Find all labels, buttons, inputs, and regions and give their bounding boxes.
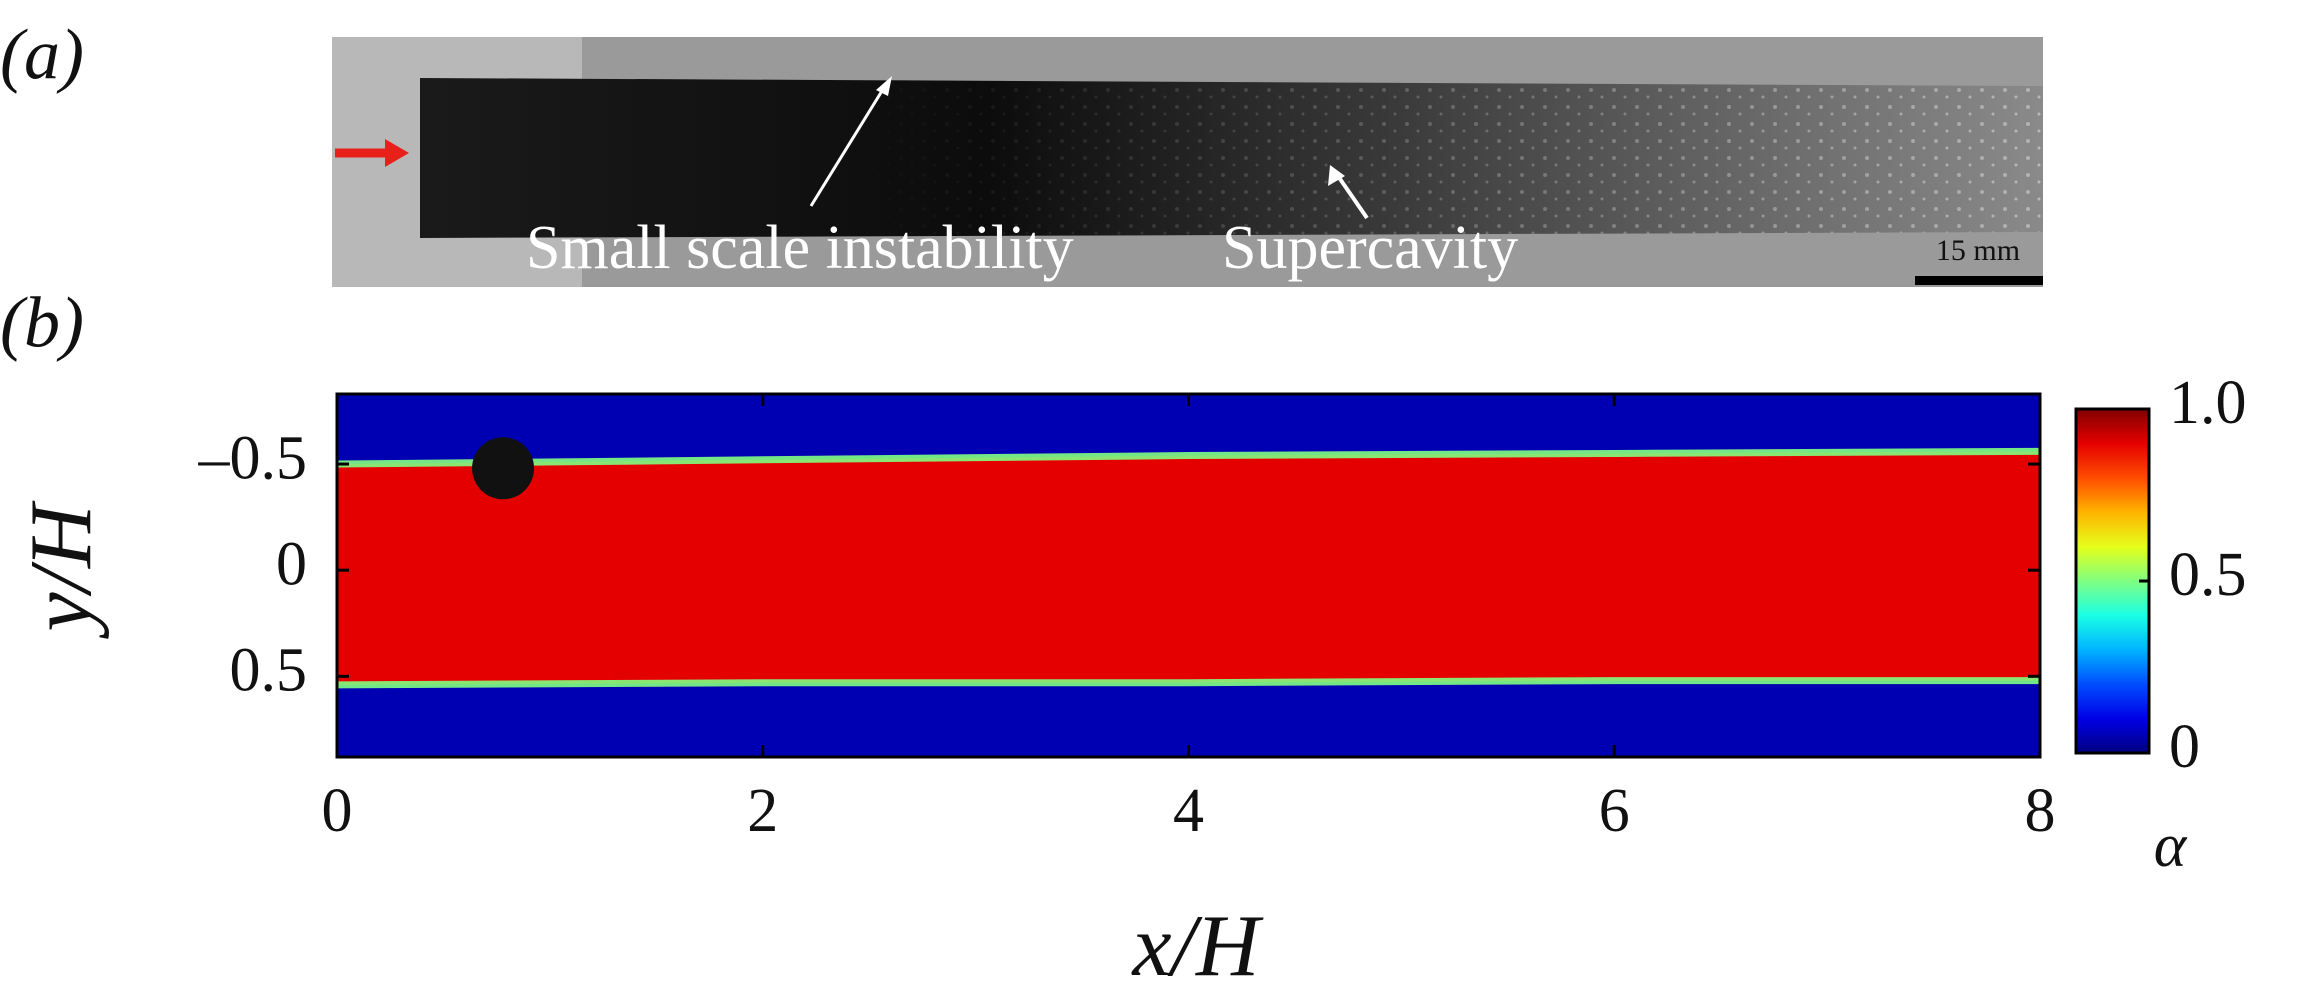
x-tick-label: 6 [1599,777,1630,845]
arrow [809,85,887,207]
scale-bar [1915,276,2043,285]
arrow [1336,174,1369,220]
cavity-texture [420,78,2043,238]
colorbar-tick-label: 0 [2169,713,2200,781]
arrowhead [1328,165,1345,186]
x-tick-label: 4 [1173,777,1204,845]
colorbar-label: α [2154,812,2188,880]
x-tick-label: 2 [747,777,778,845]
x-tick-label: 0 [322,777,353,845]
x-tick-label: 8 [2025,777,2056,845]
cavity-region [337,451,2040,685]
red-arrowhead [385,139,409,167]
panel-label: (a) [0,15,84,95]
cavity-edge [336,447,2041,468]
colorbar-tick-label: 0.5 [2169,541,2247,609]
panel-label: (b) [0,283,84,363]
annotation: Supercavity [1222,214,1518,282]
probe-marker [472,437,535,500]
annotation: Small scale instability [526,214,1074,282]
arrowhead [876,76,892,96]
y-axis-label: y/H [13,500,110,640]
colorbar [2074,407,2151,755]
colorbar-tick-label: 1.0 [2169,369,2247,437]
scale-bar-label: 15 mm [1936,234,2020,267]
y-tick-label: 0.5 [230,637,308,705]
y-tick-label: 0 [276,530,307,598]
y-tick-label: –0.5 [198,424,308,492]
cavity-edge [336,677,2040,689]
x-axis-label: x/H [1130,898,1264,995]
